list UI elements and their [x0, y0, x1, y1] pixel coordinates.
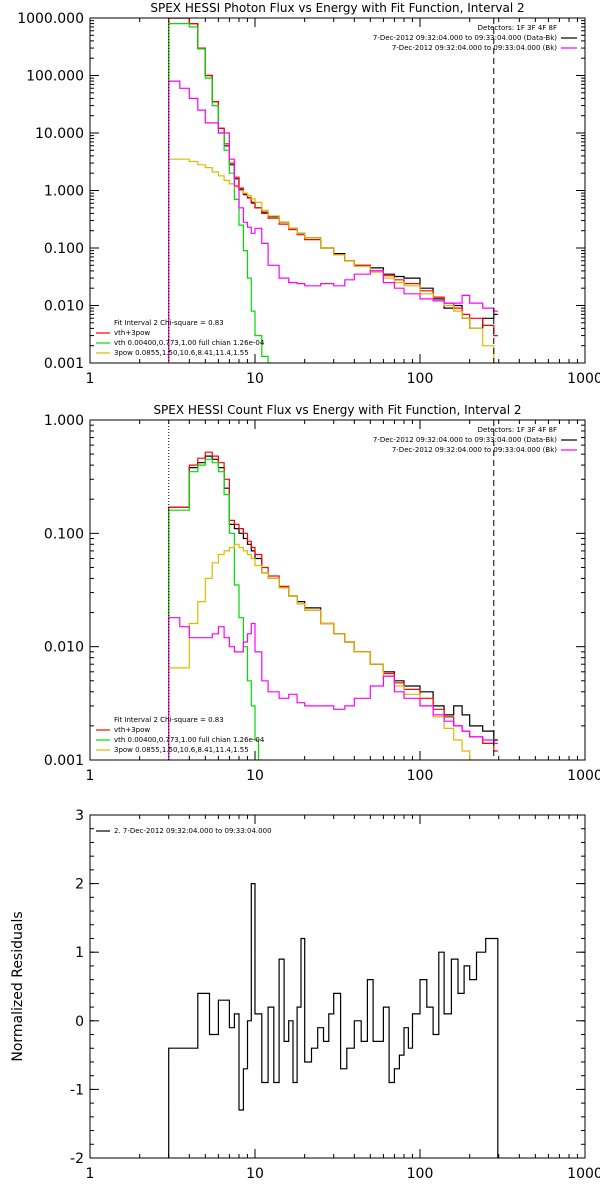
y-tick-label: 1000.000	[17, 11, 84, 27]
y-tick-label: -2	[70, 1151, 84, 1167]
y-tick-label: 3	[75, 808, 84, 824]
series-group	[168, 451, 498, 760]
legend-right-text: 7-Dec-2012 09:32:04.000 to 09:33:04.000 …	[373, 34, 557, 42]
x-tick-label: 10	[246, 1166, 264, 1182]
legend-right-text: 7-Dec-2012 09:32:04.000 to 09:33:04.000 …	[392, 44, 557, 52]
y-tick-label: 0.010	[44, 640, 84, 656]
x-tick-label: 1	[86, 371, 95, 387]
legend-right-text: Detectors: 1F 3F 4F 8F	[478, 24, 557, 32]
x-tick-label: 10	[246, 371, 264, 387]
series-bpow-line	[168, 543, 474, 760]
series-group	[168, 883, 499, 1158]
x-axis: 1 10 100 1000	[86, 420, 600, 784]
y-axis: -2 -1 0 1 2 3	[70, 808, 585, 1167]
plot-frame	[89, 814, 586, 1159]
series-data-line	[168, 883, 499, 1158]
legend-left-text: vth 0.00400,0.773,1.00 full chian 1.26e-…	[114, 339, 265, 347]
legend-left-text: vth+3pow	[114, 329, 150, 337]
legend-left-text: 3pow 0.0855,1.50,10.6,8.41,11.4,1.55	[114, 746, 249, 754]
y-tick-label: 0.100	[44, 241, 84, 257]
series-vth-line	[168, 23, 273, 363]
y-tick-label: 1.000	[44, 184, 84, 200]
legend-left-text: 3pow 0.0855,1.50,10.6,8.41,11.4,1.55	[114, 349, 249, 357]
y-tick-label: 10.000	[35, 126, 84, 142]
x-tick-label: 1000	[567, 1166, 600, 1182]
series-data-line	[168, 455, 498, 760]
chart-title: SPEX HESSI Photon Flux vs Energy with Fi…	[150, 1, 524, 15]
legend-left-text: Fit Interval 2 Chi-square = 0.83	[114, 716, 224, 724]
x-tick-label: 100	[407, 371, 434, 387]
y-tick-label: 0.100	[44, 526, 84, 542]
series-data-line	[168, 18, 498, 363]
series-bk-line	[168, 80, 498, 363]
series-group	[168, 18, 498, 363]
legend-left-text: vth 0.00400,0.773,1.00 full chian 1.26e-…	[114, 736, 265, 744]
legend-right-text: Detectors: 1F 3F 4F 8F	[478, 426, 557, 434]
y-tick-label: -1	[70, 1082, 84, 1098]
y-axis: 0.001 0.010 0.100 1.000 10.000 100.000 1000.00…	[17, 11, 585, 372]
y-tick-label: 0.001	[44, 356, 84, 372]
x-tick-label: 1	[86, 1166, 95, 1182]
x-tick-label: 10	[246, 768, 264, 784]
legend-left-text: vth+3pow	[114, 726, 150, 734]
series-total-line	[168, 451, 498, 760]
x-axis: 1 10 100 1000	[86, 18, 600, 387]
series-total-line	[168, 18, 498, 363]
x-axis: 1 10 100 1000	[86, 815, 600, 1182]
legend-left-text: 2. 7-Dec-2012 09:32:04.000 to 09:33:04.0…	[114, 827, 272, 835]
y-tick-label: 0.010	[44, 299, 84, 315]
x-tick-label: 1000	[567, 371, 600, 387]
legend-right-text: 7-Dec-2012 09:32:04.000 to 09:33:04.000 …	[373, 436, 557, 444]
y-tick-label: 1	[75, 945, 84, 961]
chart-title: SPEX HESSI Count Flux vs Energy with Fit…	[153, 403, 521, 417]
x-tick-label: 1	[86, 768, 95, 784]
chart-photon: SPEX HESSI Photon Flux vs Energy with Fi…	[17, 1, 600, 387]
plot-frame	[89, 419, 586, 761]
y-tick-label: 100.000	[26, 69, 84, 85]
y-tick-label: 0	[75, 1014, 84, 1030]
chart-count: SPEX HESSI Count Flux vs Energy with Fit…	[44, 403, 600, 784]
series-bk-line	[168, 617, 498, 760]
legend-left-text: Fit Interval 2 Chi-square = 0.83	[114, 319, 224, 327]
plot-frame	[89, 17, 586, 364]
series-vth-line	[168, 458, 263, 760]
y-tick-label: 1.000	[44, 413, 84, 429]
series-bpow-line	[168, 158, 498, 363]
x-tick-label: 1000	[567, 768, 600, 784]
x-tick-label: 100	[407, 1166, 434, 1182]
chart-resid: 1 10 100 1000 -2 -1 0 1 2 3 Normalized Residuals 2.…	[10, 808, 600, 1182]
legend-right-text: 7-Dec-2012 09:32:04.000 to 09:33:04.000 …	[392, 446, 557, 454]
x-tick-label: 100	[407, 768, 434, 784]
y-tick-label: 2	[75, 877, 84, 893]
y-axis-label: Normalized Residuals	[10, 911, 26, 1061]
y-axis: 0.001 0.010 0.100 1.000	[44, 413, 585, 769]
y-tick-label: 0.001	[44, 753, 84, 769]
